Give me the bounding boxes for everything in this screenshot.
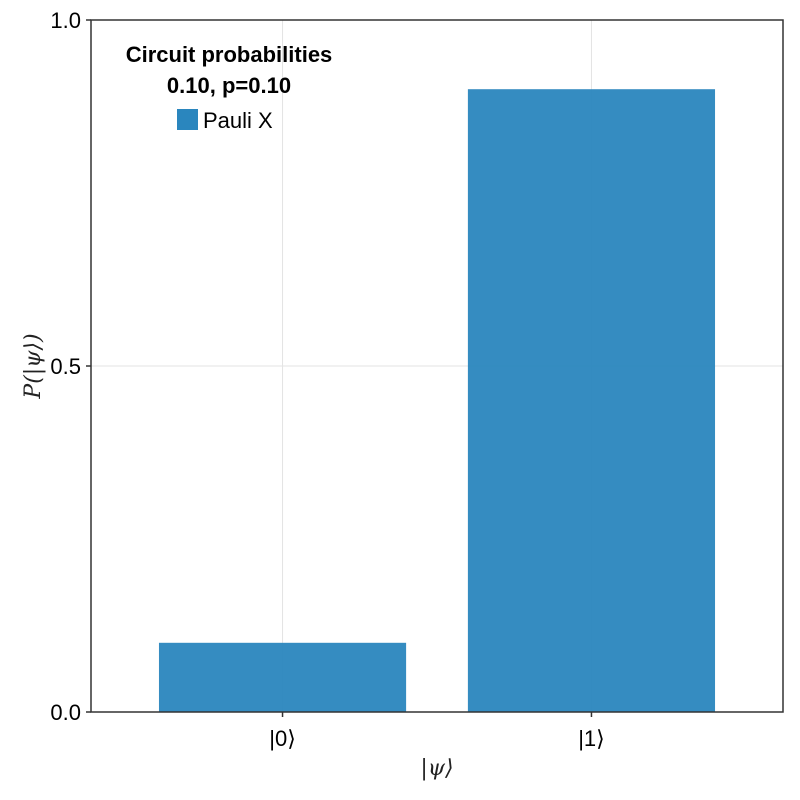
bar: [158, 642, 407, 712]
x-tick-label: |0⟩: [269, 726, 296, 751]
bars: [158, 89, 716, 712]
y-tick-label: 0.5: [50, 354, 81, 379]
legend: Circuit probabilities 0.10, p=0.10 Pauli…: [126, 42, 333, 133]
y-tick-label: 1.0: [50, 8, 81, 33]
legend-series-label: Pauli X: [203, 108, 273, 133]
legend-title-line-2: 0.10, p=0.10: [167, 73, 291, 98]
legend-swatch: [177, 109, 198, 130]
axis-ticks: 0.0 0.5 1.0 |0⟩ |1⟩: [50, 8, 604, 751]
legend-title-line-1: Circuit probabilities: [126, 42, 333, 67]
bar: [467, 89, 716, 712]
y-axis-label: P(|ψ⟩): [21, 333, 46, 399]
y-tick-label: 0.0: [50, 700, 81, 725]
x-axis-label: |ψ⟩: [420, 756, 453, 781]
x-tick-label: |1⟩: [578, 726, 605, 751]
